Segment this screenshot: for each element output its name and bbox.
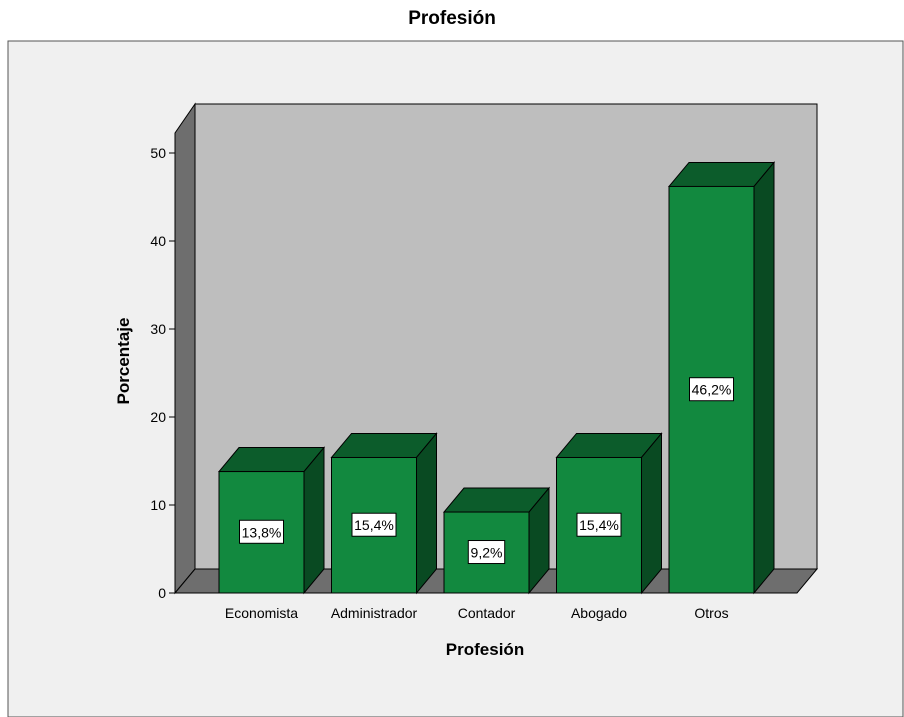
bar-side: [753, 161, 775, 595]
data-label: 9,2%: [471, 545, 503, 561]
x-tick-label: Economista: [225, 605, 298, 621]
data-label: 15,4%: [354, 517, 394, 533]
y-tick-label: 30: [150, 321, 166, 337]
x-tick-label: Administrador: [331, 605, 418, 621]
x-axis-label: Profesión: [446, 640, 524, 659]
x-tick-label: Otros: [694, 605, 728, 621]
data-label-box: [576, 512, 622, 537]
bar: 13,8%: [217, 446, 326, 595]
y-tick-label: 10: [150, 497, 166, 513]
y-tick-label: 50: [150, 145, 166, 161]
bar: 15,4%: [330, 432, 438, 595]
bar-side: [641, 432, 662, 595]
data-label-box: [689, 377, 734, 402]
bar: 15,4%: [555, 432, 663, 595]
y-axis-label: Porcentaje: [114, 318, 133, 405]
bar-side: [303, 446, 325, 595]
bar: 46,2%: [667, 161, 776, 595]
data-label: 15,4%: [579, 517, 619, 533]
bar: 9,2%: [442, 486, 551, 595]
x-tick-label: Abogado: [571, 605, 627, 621]
data-label-box: [467, 540, 506, 565]
data-label-box: [239, 519, 284, 544]
x-tick-label: Contador: [458, 605, 516, 621]
data-label: 13,8%: [242, 524, 282, 540]
data-label: 46,2%: [692, 382, 732, 398]
y-tick-label: 40: [150, 233, 166, 249]
bar-side: [416, 432, 437, 595]
data-label-box: [351, 512, 397, 537]
side-wall: [174, 102, 196, 595]
y-tick-label: 20: [150, 409, 166, 425]
y-tick-label: 0: [158, 585, 166, 601]
chart-title: Profesión: [408, 8, 496, 29]
